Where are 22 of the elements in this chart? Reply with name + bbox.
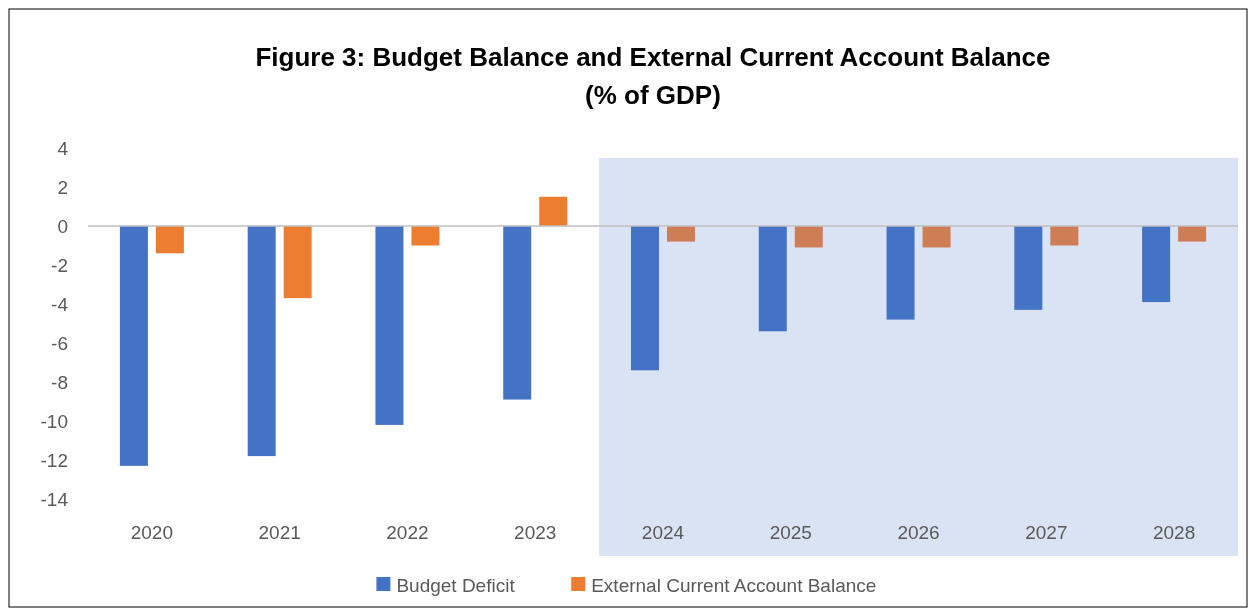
legend-label: Budget Deficit <box>396 574 516 596</box>
y-tick-label: -4 <box>51 293 69 315</box>
y-tick-label: -2 <box>51 254 68 276</box>
y-tick-label: -8 <box>51 371 68 393</box>
x-tick-label: 2022 <box>386 521 429 543</box>
y-tick-label: -10 <box>40 410 68 432</box>
y-tick-label: -6 <box>51 332 68 354</box>
x-tick-label: 2025 <box>769 521 812 543</box>
legend-label: External Current Account Balance <box>591 574 877 596</box>
y-tick-label: 2 <box>57 176 68 198</box>
y-tick-label: -14 <box>40 488 69 510</box>
chart-title: Figure 3: Budget Balance and External Current Account Balance (% of GDP) <box>255 42 1051 110</box>
x-tick-label: 2026 <box>897 521 940 543</box>
x-tick-label: 2027 <box>1025 521 1068 543</box>
x-tick-label: 2028 <box>1152 521 1196 543</box>
y-tick-label: 0 <box>57 215 68 237</box>
x-tick-label: 2020 <box>130 521 174 543</box>
x-tick-label: 2023 <box>514 521 557 543</box>
x-tick-label: 2024 <box>641 521 685 543</box>
y-tick-label: -12 <box>40 449 68 471</box>
x-tick-label: 2021 <box>258 521 301 543</box>
y-tick-label: 4 <box>57 137 69 159</box>
